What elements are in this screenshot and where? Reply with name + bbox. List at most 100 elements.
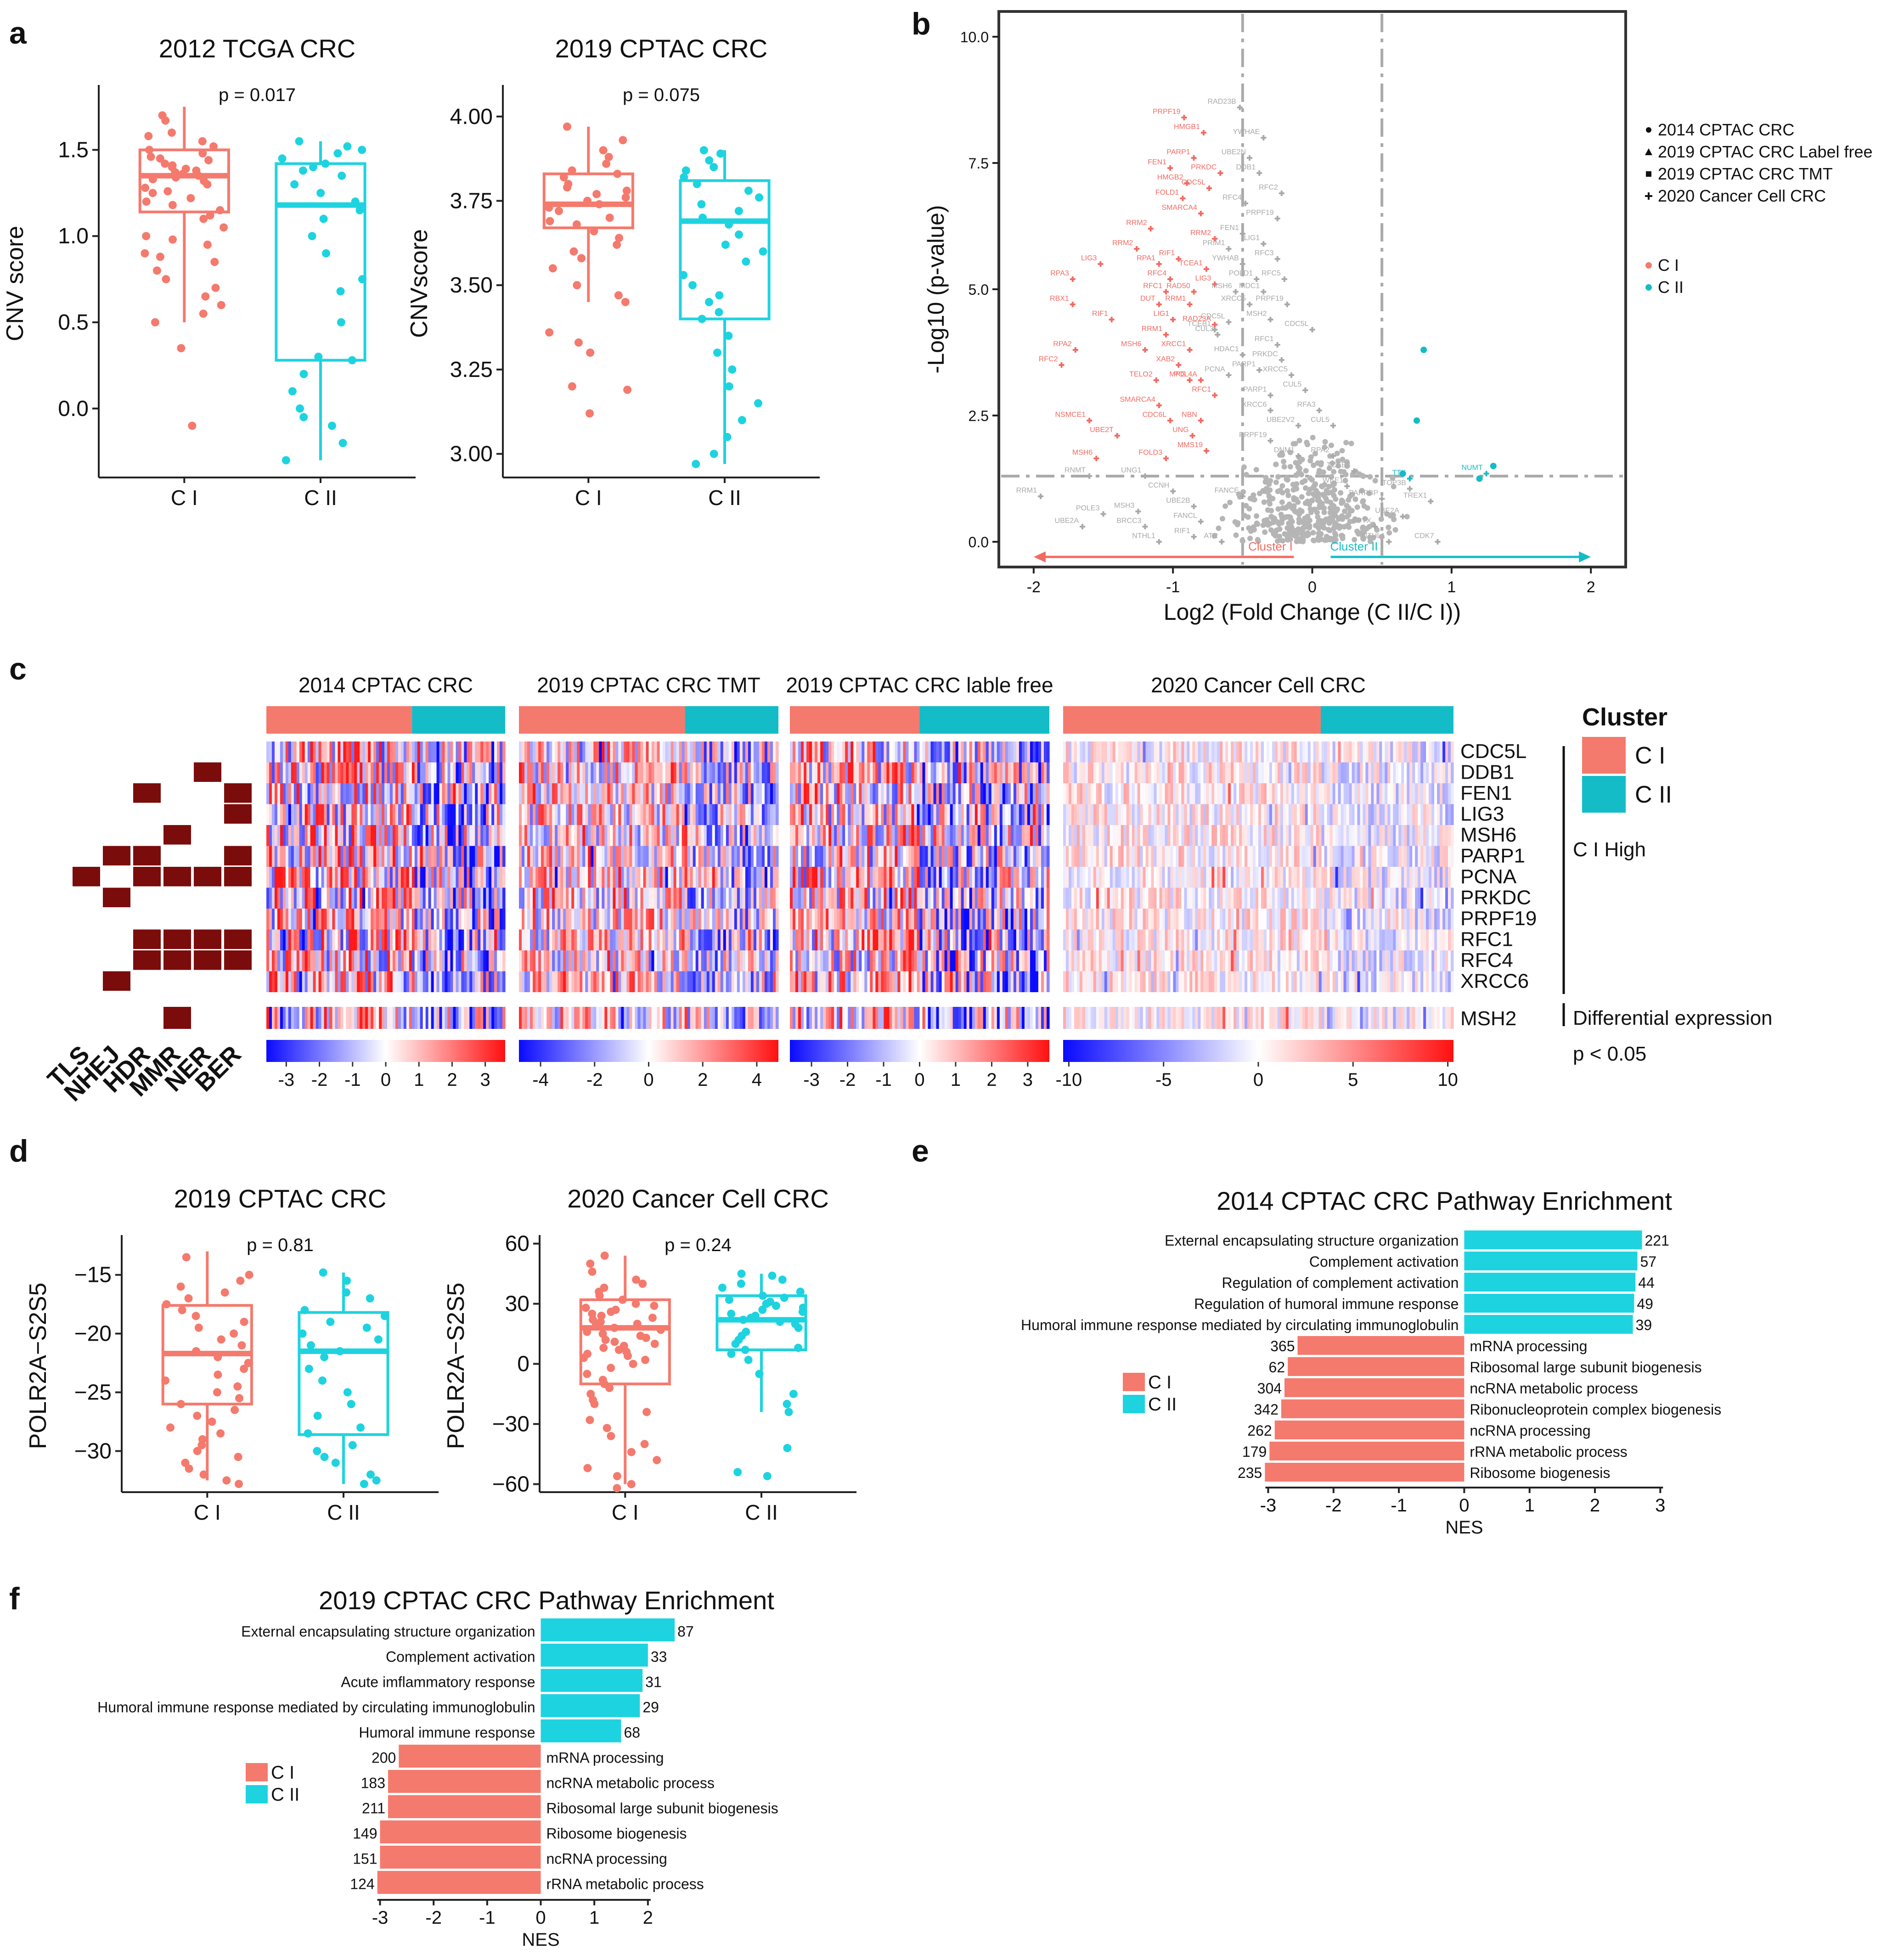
heatmap-cell [900,971,904,992]
gene-marker [1274,216,1280,221]
heatmap-cell [395,762,399,783]
heatmap-cell [280,1007,283,1029]
heatmap-cell [972,846,975,867]
heatmap-cell [445,741,448,763]
heatmap-cell [293,846,297,867]
heatmap-cell [1280,762,1284,783]
heatmap-cell [486,804,489,825]
heatmap-cell [859,783,862,804]
heatmap-cell [972,950,975,972]
heatmap-cell [560,741,563,763]
y-tick-label: 3.00 [450,442,493,466]
gene-marker [1316,408,1322,413]
heatmap-cell [662,825,666,846]
heatmap-cell [734,804,738,825]
heatmap-cell [530,909,533,930]
gene-label: PRPF19 [1246,209,1274,217]
heatmap-cell [538,887,541,909]
heatmap-cell [480,762,484,783]
heatmap-cell [414,1007,418,1029]
heatmap-cell [1382,741,1385,763]
heatmap-cell [1178,762,1182,783]
heatmap-cell [582,741,586,763]
heatmap-cell [793,867,796,888]
heatmap-cell [535,909,539,930]
heatmap-cell [360,887,363,909]
heatmap-cell [604,846,608,867]
heatmap-cell [349,783,352,804]
heatmap-cell [1228,741,1231,763]
heatmap-cell [756,887,760,909]
heatmap-cell [1085,741,1088,763]
data-point [217,301,225,309]
y-axis-label: POLR2A−S2S5 [443,1283,469,1449]
heatmap-cell [1043,741,1047,763]
heatmap-cell [522,804,525,825]
heatmap-cell [643,825,647,846]
heatmap-cell [673,867,677,888]
data-point [595,200,603,208]
y-tick-label: 4.00 [450,105,493,129]
grey-point [1310,530,1316,536]
heatmap-cell [668,887,671,909]
heatmap-cell [842,971,845,992]
heatmap-cell [494,867,497,888]
heatmap-cell [1087,741,1091,763]
heatmap-cell [461,887,464,909]
heatmap-cell [582,762,586,783]
heatmap-cell [980,1007,984,1029]
heatmap-cell [1181,762,1184,783]
heatmap-cell [670,887,674,909]
heatmap-cell [329,1007,333,1029]
heatmap-cell [682,804,685,825]
heatmap-cell [266,762,270,783]
heatmap-cell [756,804,760,825]
heatmap-cell [602,929,605,950]
grey-point [1332,523,1338,529]
heatmap-cell [467,909,470,930]
heatmap-cell [1024,929,1028,950]
heatmap-cell [1024,867,1028,888]
heatmap-cell [812,804,815,825]
grey-point [1331,469,1337,475]
heatmap-cell [1068,741,1072,763]
heatmap-cell [922,783,926,804]
heatmap-cell [524,825,528,846]
heatmap-cell [1349,741,1352,763]
y-tick-label: −20 [74,1322,112,1346]
heatmap-cell [621,950,625,972]
heatmap-cell [360,825,363,846]
heatmap-cell [875,783,879,804]
heatmap-cell [480,909,484,930]
heatmap-cell [851,929,854,950]
heatmap-cell [624,950,627,972]
heatmap-cell [679,971,682,992]
heatmap-cell [406,867,410,888]
grey-point [1328,500,1334,505]
heatmap-cell [864,846,867,867]
heatmap-cell [939,846,942,867]
heatmap-cell [994,846,997,867]
heatmap-cell [764,825,768,846]
heatmap-cell [695,909,699,930]
heatmap-cell [1266,762,1270,783]
heatmap-cell [693,1007,696,1029]
heatmap-cell [299,887,303,909]
heatmap-cell [392,825,396,846]
heatmap-cell [701,929,704,950]
heatmap-cell [950,741,953,763]
heatmap-cell [742,825,746,846]
heatmap-cell [709,783,713,804]
heatmap-cell [986,909,989,930]
heatmap-cell [1184,762,1187,783]
heatmap-cell [522,825,525,846]
heatmap-cell [1030,804,1033,825]
heatmap-cell [812,909,815,930]
heatmap-cell [632,825,636,846]
heatmap-cell [1041,887,1044,909]
heatmap-cell [717,887,721,909]
heatmap-cell [999,783,1003,804]
data-point [199,214,208,223]
heatmap-cell [497,825,500,846]
heatmap-cell [654,783,658,804]
